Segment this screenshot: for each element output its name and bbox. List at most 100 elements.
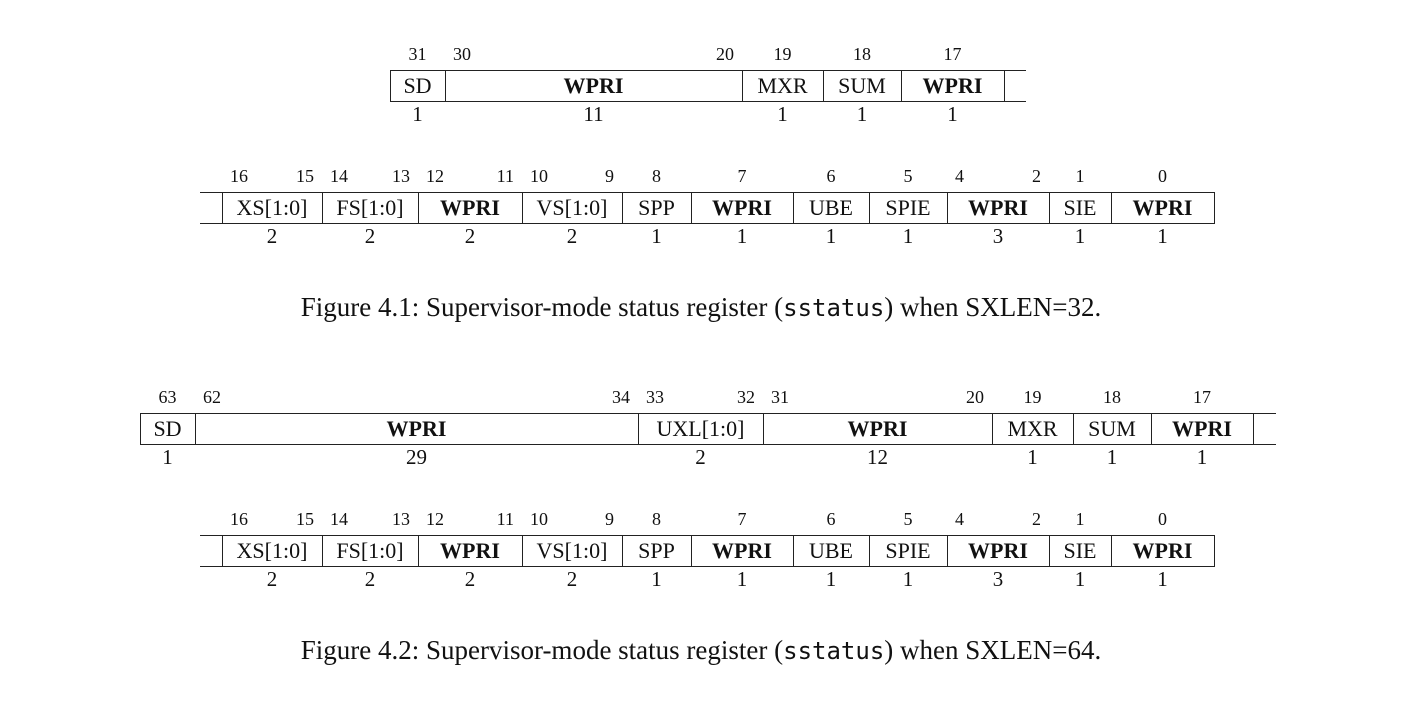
field-divider [322, 535, 323, 567]
field-divider [140, 413, 141, 445]
figure-caption: Figure 4.1: Supervisor-mode status regis… [0, 292, 1402, 323]
field-divider [869, 535, 870, 567]
bit-index: 6 [826, 509, 836, 529]
register-field-wpri: WPRI [440, 195, 500, 220]
bit-index: 18 [1103, 387, 1121, 407]
bit-index: 63 [158, 387, 177, 407]
field-divider [1073, 413, 1074, 445]
field-width: 1 [1027, 445, 1038, 469]
caption-register-name: sstatus [783, 637, 885, 665]
bit-index: 5 [903, 166, 913, 186]
field-width: 1 [1157, 567, 1168, 591]
register-field-xs-1-0: XS[1:0] [236, 538, 308, 563]
bit-index: 0 [1158, 166, 1167, 186]
register-field-wpri: WPRI [1172, 416, 1232, 441]
field-width: 1 [736, 224, 748, 248]
bit-index: 1 [1075, 509, 1085, 529]
field-divider [222, 192, 223, 224]
field-divider [322, 192, 323, 224]
register-field-spp: SPP [638, 538, 675, 563]
bit-index-low: 2 [1032, 509, 1041, 529]
register-field-spie: SPIE [885, 538, 931, 563]
register-field-ube: UBE [809, 538, 853, 563]
bit-index-low: 2 [1032, 166, 1041, 186]
figure-caption: Figure 4.2: Supervisor-mode status regis… [0, 635, 1402, 666]
field-divider [1049, 192, 1050, 224]
bit-index-high: 30 [453, 44, 471, 64]
field-width: 2 [364, 224, 376, 248]
field-width: 1 [162, 445, 173, 469]
register-field-mxr: MXR [1007, 416, 1058, 441]
field-width: 1 [1074, 224, 1086, 248]
register-row: XS[1:0] FS[1:0] WPRI VS[1:0] SPP WPRI UBE SPIE W… [200, 192, 1215, 224]
bit-index-high: 62 [203, 387, 221, 407]
field-divider [195, 413, 196, 445]
register-row: XS[1:0] FS[1:0] WPRI VS[1:0] SPP WPRI UBE SPIE W… [200, 535, 1215, 567]
caption-register-name: sstatus [783, 294, 885, 322]
field-width: 2 [266, 567, 278, 591]
bit-index: 6 [826, 166, 836, 186]
field-divider [1111, 192, 1112, 224]
register-field-sie: SIE [1063, 195, 1097, 220]
bit-index-high: 14 [330, 166, 348, 186]
field-width: 1 [825, 567, 837, 591]
field-width: 12 [867, 445, 888, 469]
register-field-uxl-1-0: UXL[1:0] [656, 416, 745, 441]
bit-index-high: 12 [426, 166, 444, 186]
bit-index: 7 [737, 509, 747, 529]
bit-index-low: 11 [496, 166, 514, 186]
register-field-fs-1-0: FS[1:0] [336, 538, 404, 563]
bit-index-low: 9 [605, 509, 614, 529]
register-field-spp: SPP [638, 195, 675, 220]
field-width: 11 [583, 102, 604, 126]
register-field-vs-1-0: VS[1:0] [536, 538, 608, 563]
register-field-wpri: WPRI [563, 73, 624, 98]
field-divider [522, 535, 523, 567]
field-width: 1 [1196, 445, 1208, 469]
register-field-spie: SPIE [885, 195, 931, 220]
bit-index-low: 9 [605, 166, 614, 186]
field-divider [691, 535, 692, 567]
field-width: 2 [464, 224, 476, 248]
register-field-wpri: WPRI [440, 538, 500, 563]
field-divider [1214, 535, 1215, 567]
field-width: 1 [412, 102, 423, 126]
field-width: 2 [695, 445, 706, 469]
bit-index-low: 20 [966, 387, 984, 407]
bit-index-high: 14 [330, 509, 348, 529]
field-divider [1253, 413, 1254, 445]
bit-index: 18 [853, 44, 871, 64]
register-field-sum: SUM [1088, 416, 1136, 441]
field-width: 1 [856, 102, 868, 126]
bit-index-low: 15 [296, 166, 314, 186]
bit-index-high: 31 [771, 387, 789, 407]
register-row: SD WPRI MXR SUM WPRI [390, 70, 1026, 102]
bit-index: 8 [652, 166, 661, 186]
register-field-wpri: WPRI [847, 416, 908, 441]
field-divider [869, 192, 870, 224]
bit-index-low: 11 [496, 509, 514, 529]
register-field-ube: UBE [809, 195, 853, 220]
field-width: 2 [566, 224, 578, 248]
bit-index-high: 4 [955, 509, 964, 529]
field-divider [1214, 192, 1215, 224]
field-width: 1 [1157, 224, 1168, 248]
bit-index: 0 [1158, 509, 1167, 529]
field-divider [947, 192, 948, 224]
bit-index: 5 [903, 509, 913, 529]
caption-text: ) when SXLEN=32. [884, 292, 1102, 322]
field-divider [901, 70, 902, 102]
bit-index: 17 [1193, 387, 1211, 407]
bit-index: 17 [943, 44, 962, 64]
field-divider [793, 535, 794, 567]
bit-index-low: 20 [716, 44, 734, 64]
field-width: 1 [947, 102, 958, 126]
bit-index-high: 33 [646, 387, 664, 407]
caption-text: Figure 4.1: Supervisor-mode status regis… [300, 292, 784, 322]
field-width: 1 [902, 567, 914, 591]
bit-index-high: 10 [530, 509, 548, 529]
field-width: 1 [825, 224, 837, 248]
register-field-wpri: WPRI [712, 538, 772, 563]
field-divider [445, 70, 446, 102]
